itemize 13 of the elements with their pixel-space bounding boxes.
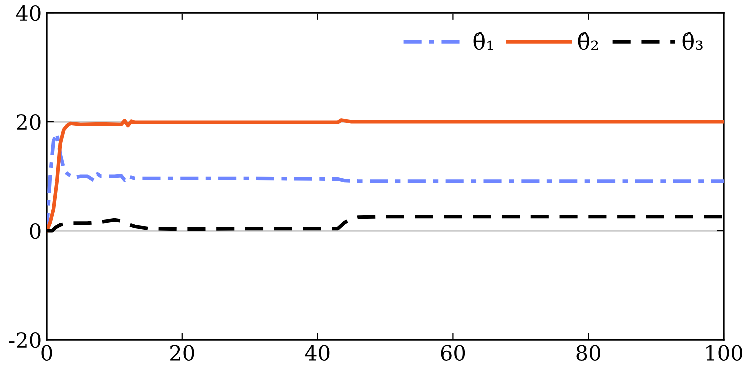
x-tick-label: 40 bbox=[305, 345, 330, 361]
x-tick-label: 100 bbox=[706, 345, 742, 361]
x-tick-label: 60 bbox=[441, 345, 466, 361]
legend-label: θ̂₂ bbox=[578, 32, 598, 50]
x-tick-label: 80 bbox=[576, 345, 600, 361]
y-tick-label: 0 bbox=[30, 223, 41, 240]
y-tick-label: 40 bbox=[16, 5, 41, 22]
x-tick-label: 20 bbox=[170, 345, 194, 361]
legend-label: θ̂₃ bbox=[682, 32, 703, 50]
x-tick-label: 0 bbox=[42, 345, 52, 361]
y-tick-label: 20 bbox=[17, 114, 41, 130]
legend-label: θ̂₁ bbox=[474, 32, 494, 50]
y-tick-label: -20 bbox=[10, 332, 41, 348]
